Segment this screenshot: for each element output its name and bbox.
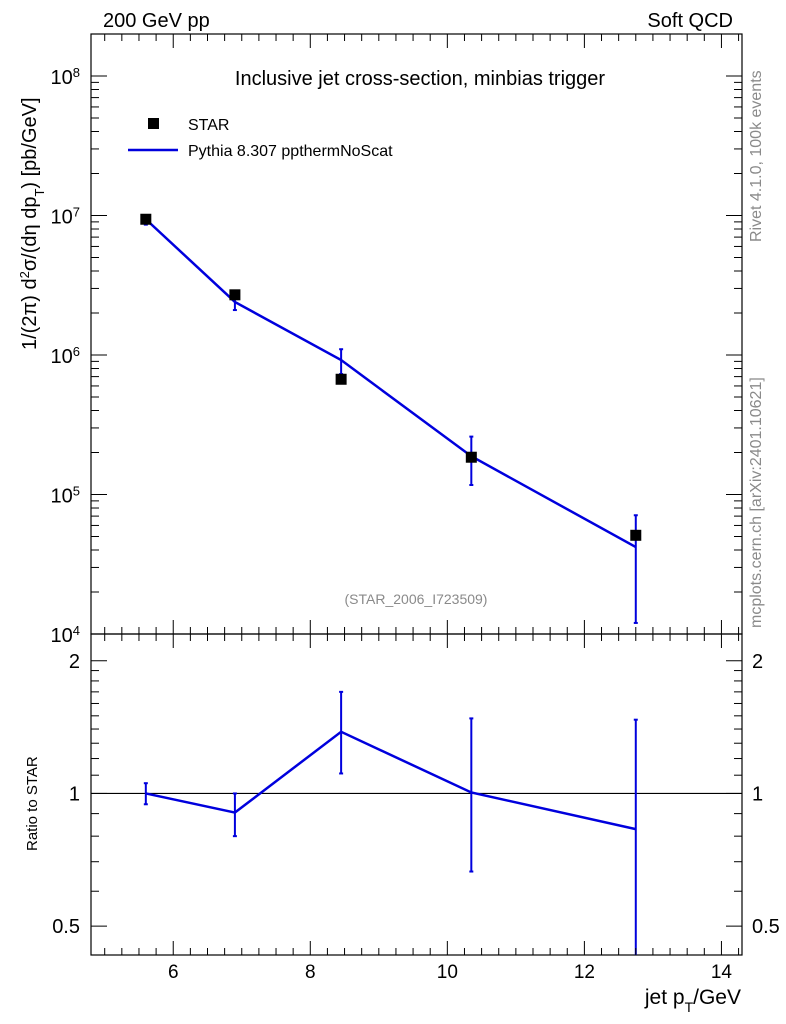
- ratio-y-tick-label-left: 1: [69, 783, 80, 805]
- main-y-tick-label: 108: [51, 64, 80, 89]
- x-tick-label: 10: [437, 962, 458, 983]
- legend-star-marker: [148, 118, 159, 129]
- ratio-y-axis-label: Ratio to STAR: [24, 756, 41, 851]
- star-data-point: [465, 451, 477, 463]
- legend-star-label: STAR: [188, 117, 229, 134]
- ratio-y-tick-label-left: 2: [69, 651, 80, 673]
- pythia-line: [144, 218, 637, 549]
- star-data-point: [229, 289, 241, 301]
- x-tick-label: 8: [305, 962, 316, 983]
- x-tick-label: 14: [711, 962, 733, 983]
- x-tick-label: 6: [168, 962, 179, 983]
- star-data-point: [335, 373, 347, 385]
- header-right: Soft QCD: [647, 10, 733, 32]
- main-y-axis-label: 1/(2π) d2σ/(dη dpT) [pb/GeV]: [17, 97, 47, 350]
- ratio-panel: Ratio to STAR jet pT/GeV 6 8 10 12 140.5 0.51…: [24, 633, 780, 1015]
- main-y-tick-label: 104: [51, 623, 80, 648]
- ratio-y-tick-label-right: 2: [752, 651, 763, 673]
- header-left: 200 GeV pp: [103, 10, 210, 32]
- star-data-point: [630, 529, 642, 541]
- rivet-label: Rivet 4.1.0, 100k events: [748, 70, 765, 242]
- main-title: Inclusive jet cross-section, minbias tri…: [235, 68, 605, 90]
- main-y-tick-label: 106: [51, 343, 80, 368]
- star-data-point: [140, 213, 152, 225]
- x-axis-label: jet pT/GeV: [644, 986, 741, 1015]
- main-panel: Inclusive jet cross-section, minbias tri…: [17, 33, 743, 648]
- ratio-line: [145, 730, 637, 831]
- ratio-y-tick-label-right: 0.5: [752, 916, 780, 938]
- mcplots-label: mcplots.cern.ch [arXiv:2401.10621]: [748, 377, 765, 628]
- legend-pythia-label: Pythia 8.307 ppthermNoScat: [188, 143, 393, 160]
- legend: STAR Pythia 8.307 ppthermNoScat: [128, 117, 393, 160]
- ratio-y-tick-label-left: 0.5: [52, 916, 80, 938]
- ratio-y-tick-label-right: 1: [752, 783, 763, 805]
- analysis-watermark: (STAR_2006_I723509): [345, 591, 488, 607]
- main-y-tick-label: 107: [51, 204, 80, 229]
- x-tick-label: 12: [574, 962, 595, 983]
- ratio-plot-frame: [90, 633, 743, 956]
- main-y-tick-label: 105: [51, 483, 80, 508]
